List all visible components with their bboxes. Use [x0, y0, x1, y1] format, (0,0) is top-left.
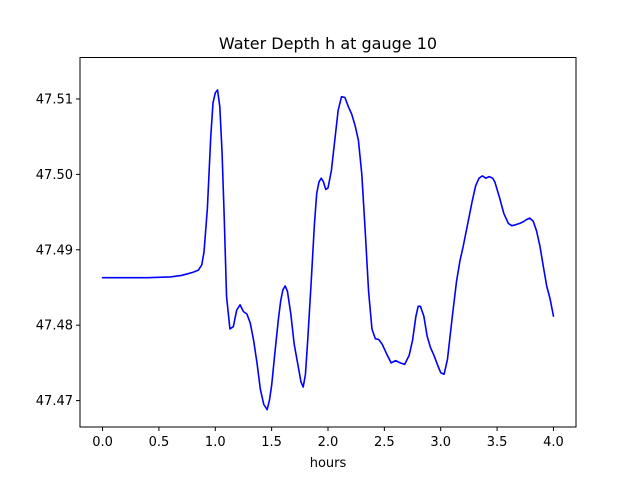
x-tick-label: 1.5 — [261, 435, 282, 450]
x-tick-label: 0.5 — [149, 435, 170, 450]
x-tick-label: 2.5 — [374, 435, 395, 450]
plot-area — [101, 89, 555, 411]
y-tick-label: 47.50 — [36, 168, 73, 183]
x-axis: 0.0 0.5 1.0 1.5 2.0 2.5 3.0 3.5 4.0 — [92, 427, 564, 450]
x-tick-label: 4.0 — [543, 435, 564, 450]
y-tick-label: 47.47 — [36, 394, 73, 409]
y-axis: 47.47 47.48 47.49 47.50 47.51 — [36, 92, 80, 409]
y-tick-label: 47.49 — [36, 243, 73, 258]
y-tick-label: 47.48 — [36, 319, 73, 334]
chart-title: Water Depth h at gauge 10 — [219, 34, 437, 53]
x-tick-label: 1.0 — [205, 435, 226, 450]
x-tick-label: 3.5 — [487, 435, 508, 450]
x-tick-label: 2.0 — [318, 435, 339, 450]
x-axis-label: hours — [310, 456, 347, 471]
series-line — [101, 89, 555, 411]
y-tick-label: 47.51 — [36, 92, 73, 107]
x-tick-label: 0.0 — [92, 435, 113, 450]
x-tick-label: 3.0 — [430, 435, 451, 450]
